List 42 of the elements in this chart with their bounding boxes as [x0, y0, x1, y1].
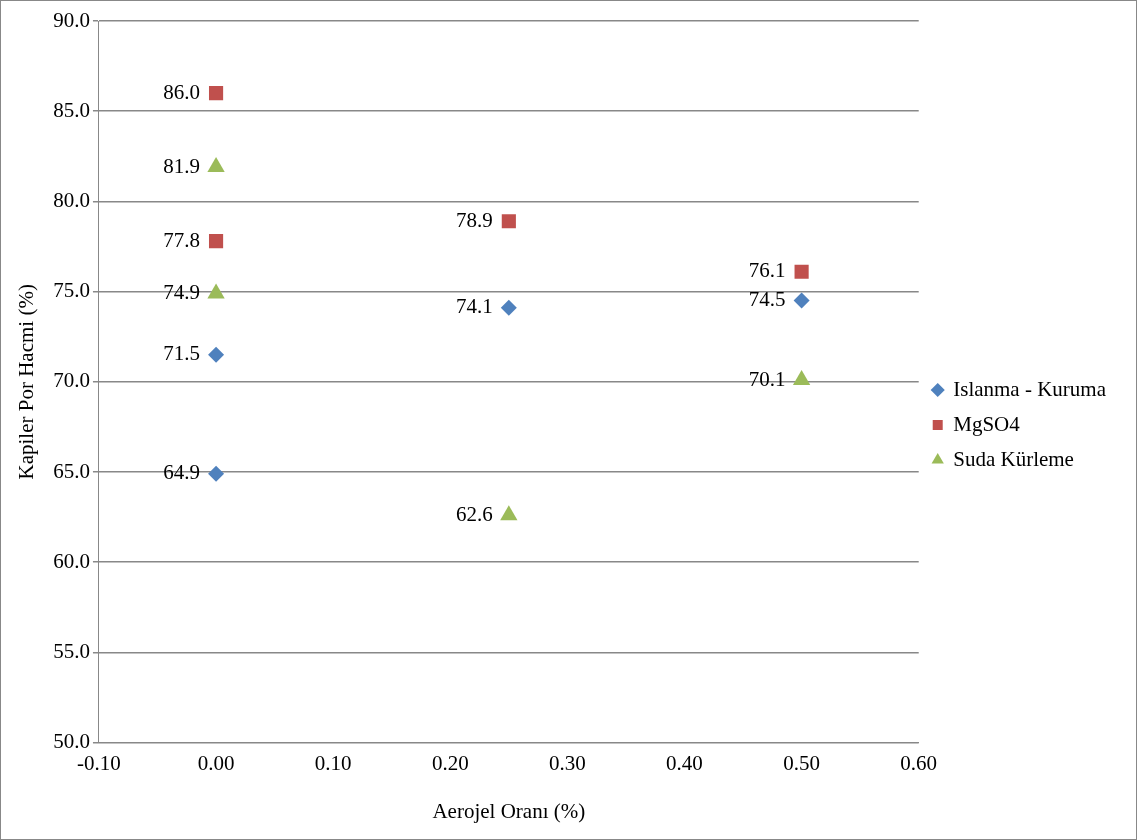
- y-tick-label: 60.0: [53, 548, 90, 573]
- point: [501, 214, 516, 229]
- legend-label: Islanma - Kuruma: [953, 376, 1107, 401]
- x-tick-label: 0.40: [666, 750, 703, 775]
- y-tick-label: 75.0: [53, 278, 90, 303]
- data-label: 78.9: [456, 207, 493, 232]
- data-label: 77.8: [163, 227, 201, 252]
- y-tick-label: 55.0: [53, 638, 90, 663]
- x-tick-label: 0.10: [314, 750, 352, 775]
- legend-label: MgSO4: [953, 411, 1021, 436]
- point: [792, 370, 811, 385]
- data-label: 74.5: [748, 287, 786, 312]
- point: [208, 465, 225, 482]
- point: [208, 234, 224, 249]
- data-label: 81.9: [163, 153, 201, 178]
- x-axis-title: Aerojel Oranı (%): [432, 798, 586, 823]
- data-label: 62.6: [456, 501, 493, 526]
- data-label: 74.9: [163, 279, 201, 304]
- data-label: 76.1: [748, 258, 786, 283]
- legend-label: Suda Kürleme: [953, 446, 1074, 471]
- x-tick-label: 0.30: [549, 750, 586, 775]
- y-tick-label: 70.0: [53, 368, 90, 393]
- point: [794, 264, 809, 279]
- x-tick-label: 0.60: [900, 750, 938, 775]
- y-axis-title: Kapiler Por Hacmi (%): [14, 284, 39, 480]
- y-tick-label: 85.0: [53, 97, 90, 122]
- data-label: 86.0: [163, 79, 201, 104]
- y-tick-label: 80.0: [53, 187, 90, 212]
- y-tick-label: 65.0: [53, 458, 90, 483]
- point: [500, 299, 517, 316]
- x-tick-label: 0.00: [197, 750, 235, 775]
- data-label: 70.1: [748, 366, 786, 391]
- y-tick-label: 90.0: [53, 7, 90, 32]
- x-tick-label: 0.20: [431, 750, 469, 775]
- data-label: 74.1: [456, 294, 493, 319]
- x-tick-label: 0.50: [783, 750, 820, 775]
- point: [793, 292, 810, 309]
- point: [208, 346, 225, 363]
- data-label: 64.9: [163, 460, 201, 485]
- data-label: 71.5: [163, 341, 201, 366]
- point: [500, 505, 518, 521]
- point: [208, 86, 224, 101]
